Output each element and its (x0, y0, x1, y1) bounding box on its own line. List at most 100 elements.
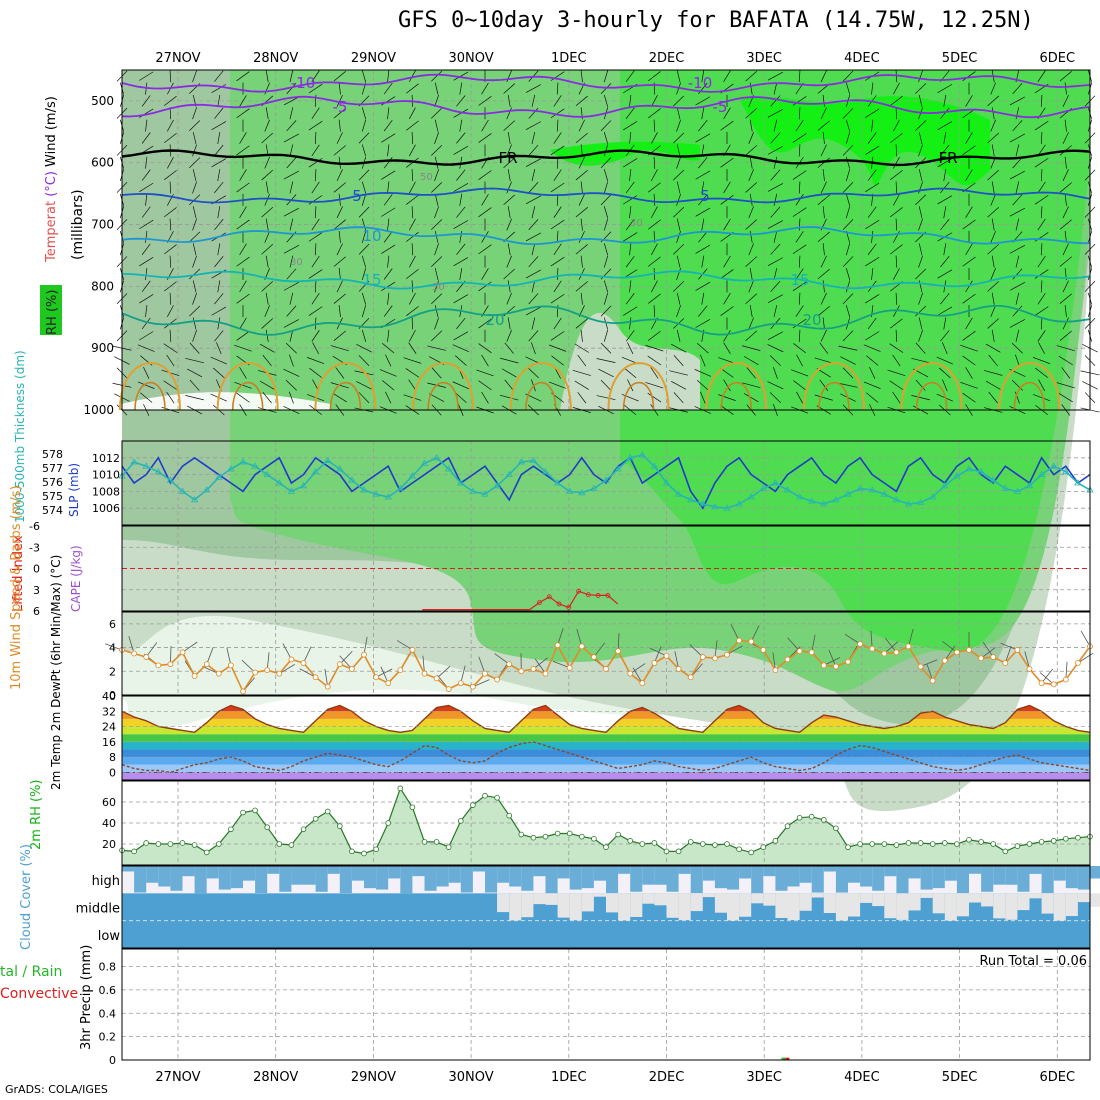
wind-barb (189, 342, 200, 354)
wind-barb (434, 230, 439, 243)
wind-barb (1064, 156, 1067, 169)
wind-barb (358, 355, 370, 366)
cloud-high-bar (932, 866, 945, 889)
wind-barb (767, 146, 783, 155)
wind-barb (503, 120, 516, 131)
wind-barb (696, 342, 709, 354)
thickness-line-marker (481, 490, 489, 497)
wind10m-barb (380, 666, 389, 684)
wind-barb (990, 82, 996, 95)
wind-barb (701, 107, 705, 120)
wind-barb (749, 193, 753, 206)
wind-barb (333, 71, 346, 82)
wind-barb (1059, 219, 1072, 230)
wind-barb (988, 392, 998, 404)
lcl-contour (134, 381, 166, 411)
thickness-line-marker (275, 479, 284, 486)
thickness-line-marker (953, 472, 961, 479)
wind-barb (629, 206, 632, 219)
wind-barb (701, 255, 705, 268)
wind-barb (499, 357, 519, 364)
thickness-line-marker (263, 470, 271, 477)
wind10m-line-marker (833, 663, 839, 670)
cloud-high-bar (255, 866, 268, 894)
wind-barb (648, 182, 661, 193)
wind-barb (918, 70, 924, 83)
wind-barb (314, 280, 317, 293)
temp-contour-label: 20 (485, 311, 504, 329)
wind10m-barb (472, 679, 490, 688)
cloud-mid-gap (497, 893, 510, 913)
rh2m-marker (796, 814, 803, 821)
wind-barb (676, 218, 681, 231)
rh2m-marker (228, 826, 234, 833)
wind-barb (723, 70, 731, 83)
wind-barb (962, 355, 976, 366)
wind-barb (409, 218, 416, 231)
wind-barb (889, 380, 904, 391)
wind-barb (1015, 144, 1020, 157)
lcl-contour (998, 362, 1061, 411)
wind-barb (893, 193, 900, 206)
wind10m-line-marker (954, 649, 960, 656)
thickness-line-marker (493, 482, 501, 489)
ua-ylabel: (millibars) (70, 189, 86, 260)
wind-barb (409, 70, 416, 83)
wind-barb (1037, 255, 1046, 268)
wind-barb (1062, 243, 1069, 256)
wind-barb (478, 133, 492, 143)
wind10m-line-marker (663, 652, 670, 659)
wind-barb (1061, 367, 1071, 379)
wind-barb (525, 158, 541, 168)
cloud-high-bar (848, 866, 861, 883)
thickness-line-marker (239, 458, 247, 465)
wind-barb (770, 243, 781, 255)
wind-barb (1040, 94, 1043, 107)
wind-barb (214, 293, 224, 305)
wind-barb (1037, 218, 1046, 231)
wind-barb (139, 294, 154, 304)
cloud-mid-gap (823, 893, 836, 914)
wind-barb (525, 84, 541, 93)
lcl-contour (915, 381, 948, 411)
wind-barb (1012, 305, 1023, 317)
ua-ytick-label: 600 (91, 156, 114, 170)
rh-contour-label: 30 (630, 218, 643, 229)
cloud-mid-gap (811, 893, 824, 898)
wind-barb (962, 392, 976, 403)
wind10m-barb (1039, 672, 1054, 685)
wind-barb (525, 121, 541, 130)
wind-barb (673, 243, 685, 255)
wind-barb (695, 96, 711, 106)
thickness-line-marker (360, 486, 368, 493)
wind-barb (409, 329, 416, 342)
wind-barb (745, 145, 758, 156)
wind-barb (506, 144, 512, 157)
wind-barb (842, 293, 854, 305)
wind-barb (983, 370, 1003, 376)
cloud-high-bar (630, 866, 643, 892)
cloud-high-bar (327, 866, 340, 874)
wind-barb (695, 244, 711, 254)
wind-barb (915, 120, 927, 131)
wind-barb (507, 243, 511, 256)
wind-barb (918, 292, 924, 305)
thickness-line-marker (202, 486, 211, 493)
wind-barb (387, 218, 390, 231)
precip-bar (781, 1057, 786, 1060)
wind-barb (434, 82, 439, 95)
wind10m-barb (1041, 668, 1053, 684)
wind-barb (338, 230, 341, 243)
wind-barb (915, 305, 927, 317)
wind-barb (550, 145, 565, 156)
wind-barb (408, 379, 417, 392)
wind-barb (308, 157, 323, 168)
wind10m-barb (844, 633, 861, 645)
thickness-line-marker (287, 487, 296, 494)
wind-barb (169, 181, 172, 194)
wind-barb (671, 380, 687, 390)
wind-barb (1059, 293, 1072, 304)
dewpt2m-line (121, 741, 1091, 774)
rh2m-marker (203, 849, 210, 856)
wind-barb (382, 380, 395, 391)
